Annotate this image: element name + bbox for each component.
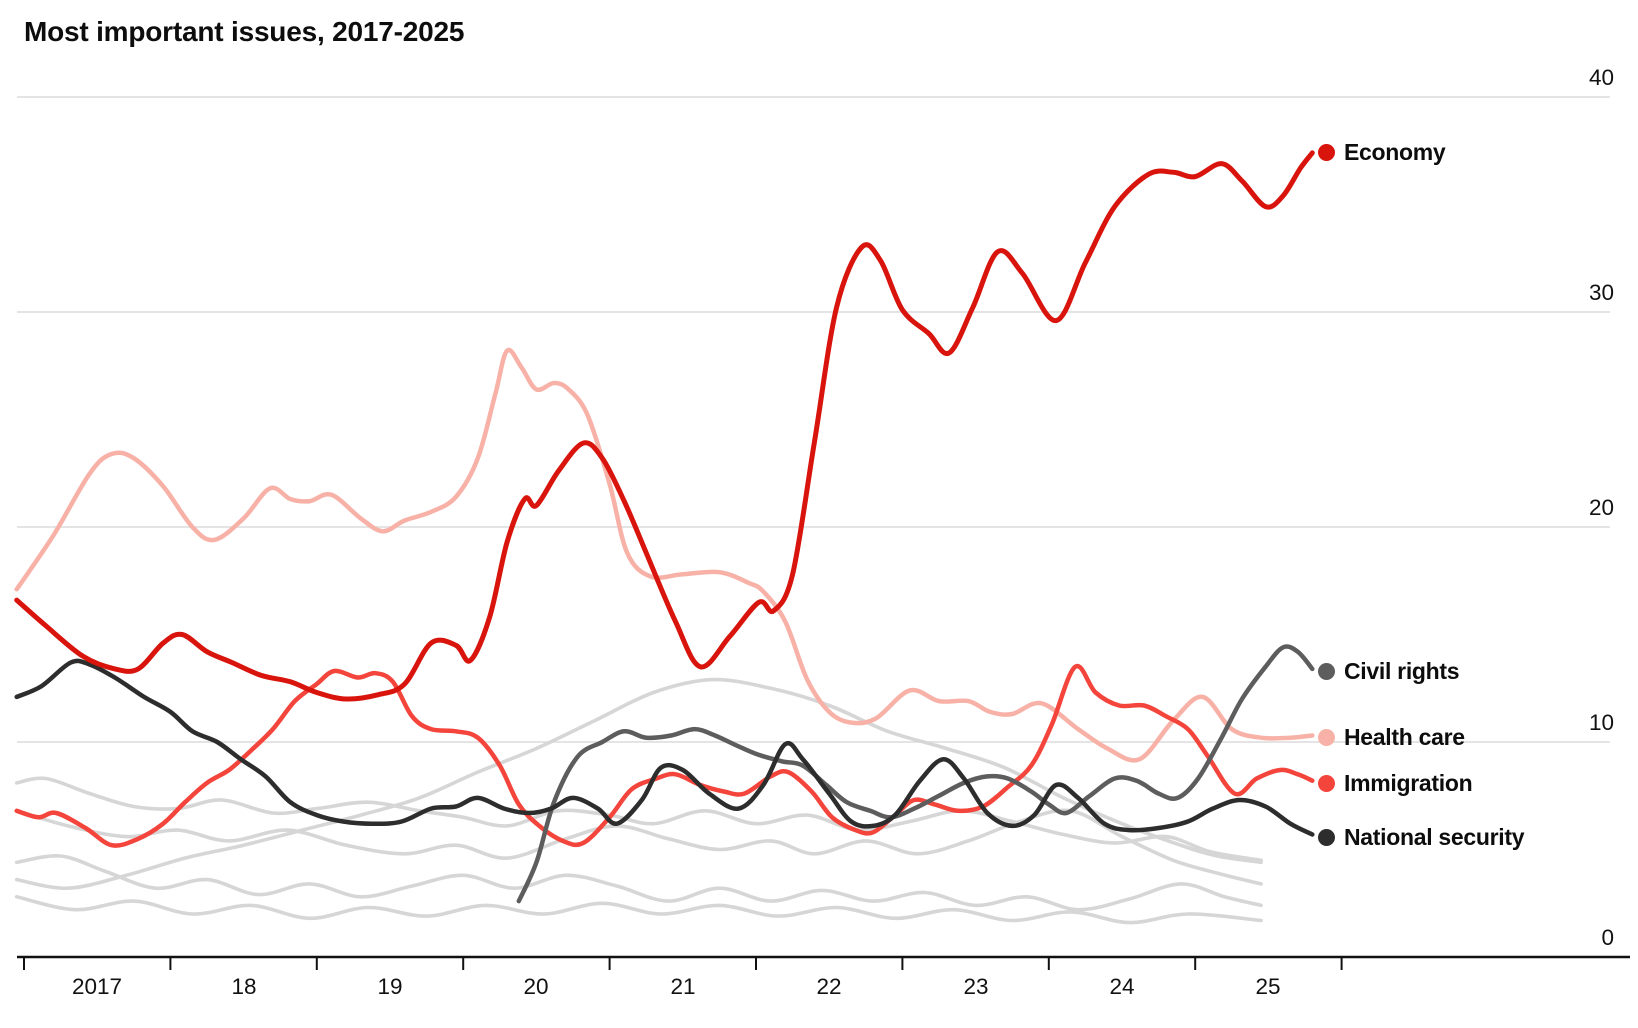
x-axis-label-20: 20 <box>523 974 549 999</box>
x-axis-label-21: 21 <box>670 974 696 999</box>
series-line-other_4 <box>14 854 1263 912</box>
y-axis-label-40: 40 <box>1588 65 1614 90</box>
series-line-economy <box>14 150 1315 702</box>
legend-item-economy: Economy <box>1318 138 1446 166</box>
chart-title: Most important issues, 2017-2025 <box>24 16 465 47</box>
x-axis-label-18: 18 <box>231 974 257 999</box>
legend-item-health-care: Health care <box>1318 723 1465 751</box>
civil-rights-series-dot-icon <box>1318 662 1335 680</box>
national-security-series-dot-icon <box>1318 828 1335 846</box>
y-axis-label-20: 20 <box>1588 495 1614 520</box>
x-axis-label-19: 19 <box>377 974 403 999</box>
series-line-health_care <box>14 347 1315 763</box>
health-care-series-dot-icon <box>1318 728 1335 746</box>
y-axis-label-0: 0 <box>1601 925 1614 950</box>
economy-series-dot-icon <box>1318 143 1335 161</box>
legend-label-economy: Economy <box>1344 139 1446 165</box>
series-line-national_security <box>14 658 1315 837</box>
legend-label-immigration: Immigration <box>1344 770 1473 796</box>
legend-item-national-security: National security <box>1318 823 1525 851</box>
x-axis-label-22: 22 <box>816 974 842 999</box>
x-axis-label-23: 23 <box>963 974 989 999</box>
x-axis-label-2017: 2017 <box>71 974 123 999</box>
legend-item-immigration: Immigration <box>1318 769 1473 797</box>
series-line-civil_rights <box>516 644 1315 904</box>
series-line-immigration <box>14 663 1315 848</box>
immigration-series-dot-icon <box>1318 774 1335 792</box>
legend-label-national-security: National security <box>1344 824 1525 850</box>
x-axis-label-24: 24 <box>1109 974 1135 999</box>
y-axis-label-30: 30 <box>1588 280 1614 305</box>
y-axis-label-10: 10 <box>1588 710 1614 735</box>
x-axis-label-25: 25 <box>1255 974 1281 999</box>
series-line-other_1 <box>14 776 1263 863</box>
legend-label-health-care: Health care <box>1344 724 1465 750</box>
series-line-other_5 <box>14 895 1263 925</box>
legend-label-civil-rights: Civil rights <box>1344 658 1460 684</box>
legend-item-civil-rights: Civil rights <box>1318 657 1460 685</box>
